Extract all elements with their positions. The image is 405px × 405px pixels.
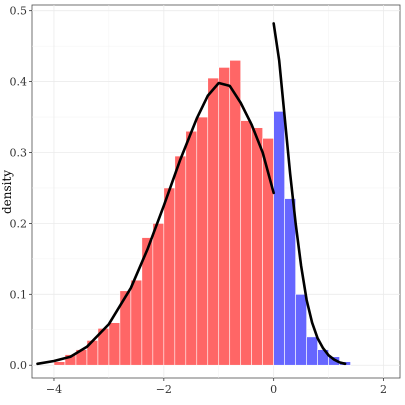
y-tick-label: 0.3 [10,146,28,159]
histogram-bar [163,187,176,366]
histogram-bars [53,60,351,366]
x-tick-label: −4 [46,383,62,396]
histogram-bar [295,294,307,366]
histogram-bar [53,361,66,366]
y-tick-label: 0.4 [10,76,28,89]
histogram-bar [240,120,253,366]
histogram-bar [196,116,209,366]
y-axis: 0.0 0.1 0.2 0.3 0.4 0.5 [10,5,32,372]
histogram-bar [284,198,296,366]
x-tick-label: 2 [380,383,387,396]
density-curve [272,22,347,366]
histogram-bar [229,60,242,366]
histogram-bar [306,336,318,366]
x-tick-label: −2 [156,383,172,396]
x-axis: −4 −2 0 2 [46,378,387,396]
histogram-bar [152,223,165,366]
y-axis-title: density [0,170,14,214]
density-curves [36,22,347,366]
histogram-bar [108,322,121,366]
histogram-bar [251,127,263,366]
y-tick-label: 0.2 [10,217,28,230]
density-curve [36,81,275,366]
histogram-bar [130,279,143,366]
y-tick-label: 0.1 [10,288,28,301]
histogram-bar [273,111,285,366]
histogram-bar [207,77,220,366]
histogram-bar [185,130,198,366]
histogram-bar [218,67,231,366]
x-tick-label: 0 [270,383,277,396]
y-tick-label: 0.5 [10,5,28,18]
histogram-bar [174,155,187,366]
y-tick-label: 0.0 [10,359,28,372]
